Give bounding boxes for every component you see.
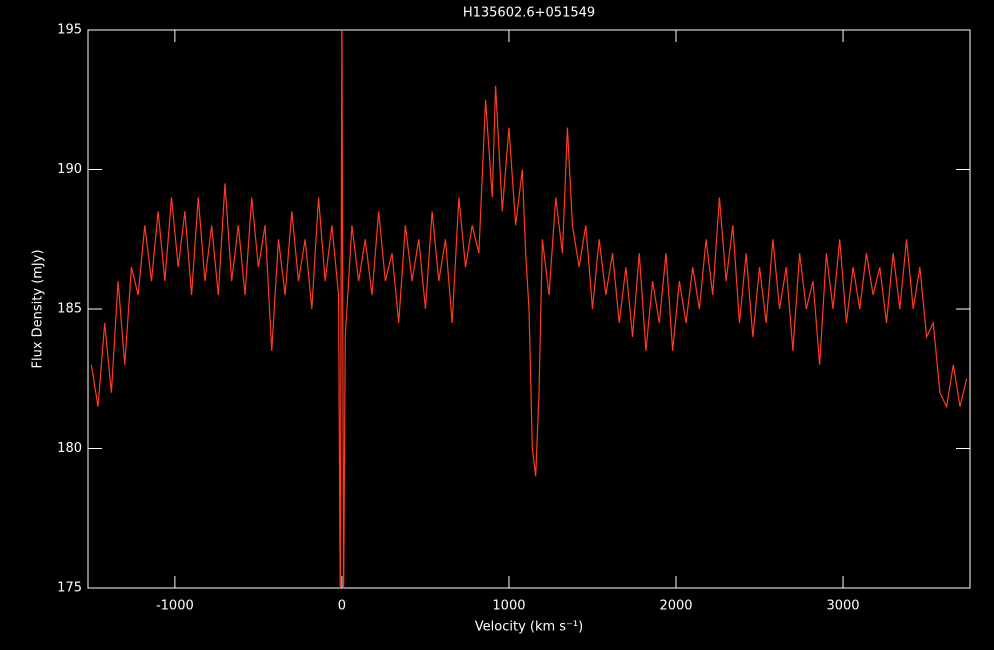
x-tick-label: 0	[338, 599, 346, 614]
y-tick-label: 180	[57, 441, 82, 456]
y-tick-label: 195	[57, 23, 82, 38]
y-tick-label: 175	[57, 581, 82, 596]
data-line	[90, 30, 968, 588]
x-axis-label: Velocity (km s⁻¹)	[475, 620, 583, 635]
y-tick-label: 185	[57, 302, 82, 317]
y-tick-label: 190	[57, 162, 82, 177]
chart-title: H135602.6+051549	[463, 6, 595, 21]
x-tick-label: 2000	[659, 599, 692, 614]
x-tick-label: 3000	[826, 599, 859, 614]
x-tick-label: -1000	[156, 599, 194, 614]
x-tick-label: 1000	[492, 599, 525, 614]
y-axis-label: Flux Density (mJy)	[31, 249, 46, 368]
